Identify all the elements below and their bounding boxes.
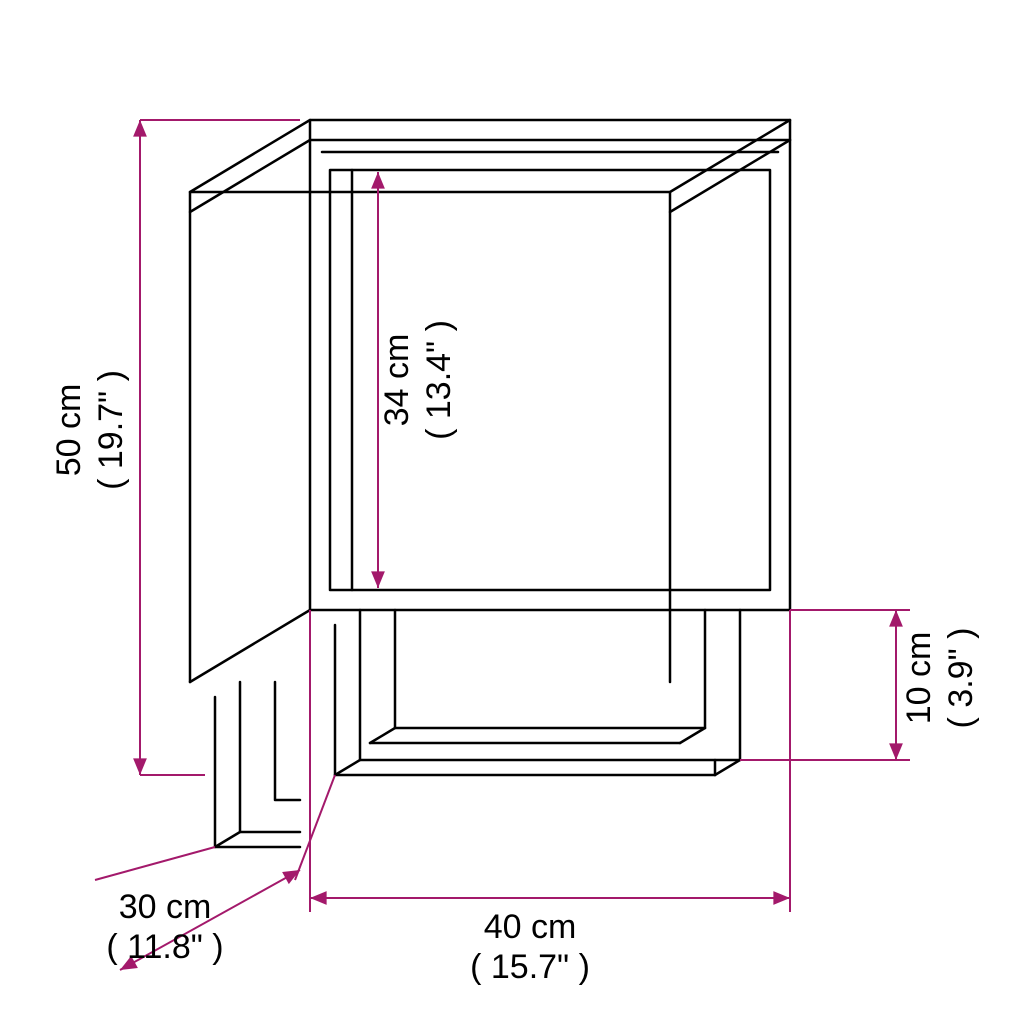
- back-leg: [215, 682, 300, 847]
- dim-width-cm: 40 cm: [484, 908, 577, 946]
- dim-door-cm: 34 cm: [378, 334, 416, 427]
- dim-depth-cm: 30 cm: [119, 888, 212, 926]
- dim-door-in: ( 13.4" ): [420, 320, 458, 440]
- dim-width-in: ( 15.7" ): [470, 948, 590, 986]
- dim-height-total-in: ( 19.7" ): [92, 370, 130, 490]
- dimension-diagram: 50 cm ( 19.7" ) 34 cm ( 13.4" ) 10 cm ( …: [0, 0, 1024, 1024]
- dim-height-total-cm: 50 cm: [50, 384, 88, 477]
- dimension-lines: [95, 120, 910, 970]
- dim-leg-cm: 10 cm: [900, 632, 938, 725]
- cabinet-outline: [190, 120, 790, 847]
- front-leg: [335, 610, 740, 775]
- dim-leg-in: ( 3.9" ): [942, 628, 980, 729]
- dim-depth-in: ( 11.8" ): [106, 928, 223, 966]
